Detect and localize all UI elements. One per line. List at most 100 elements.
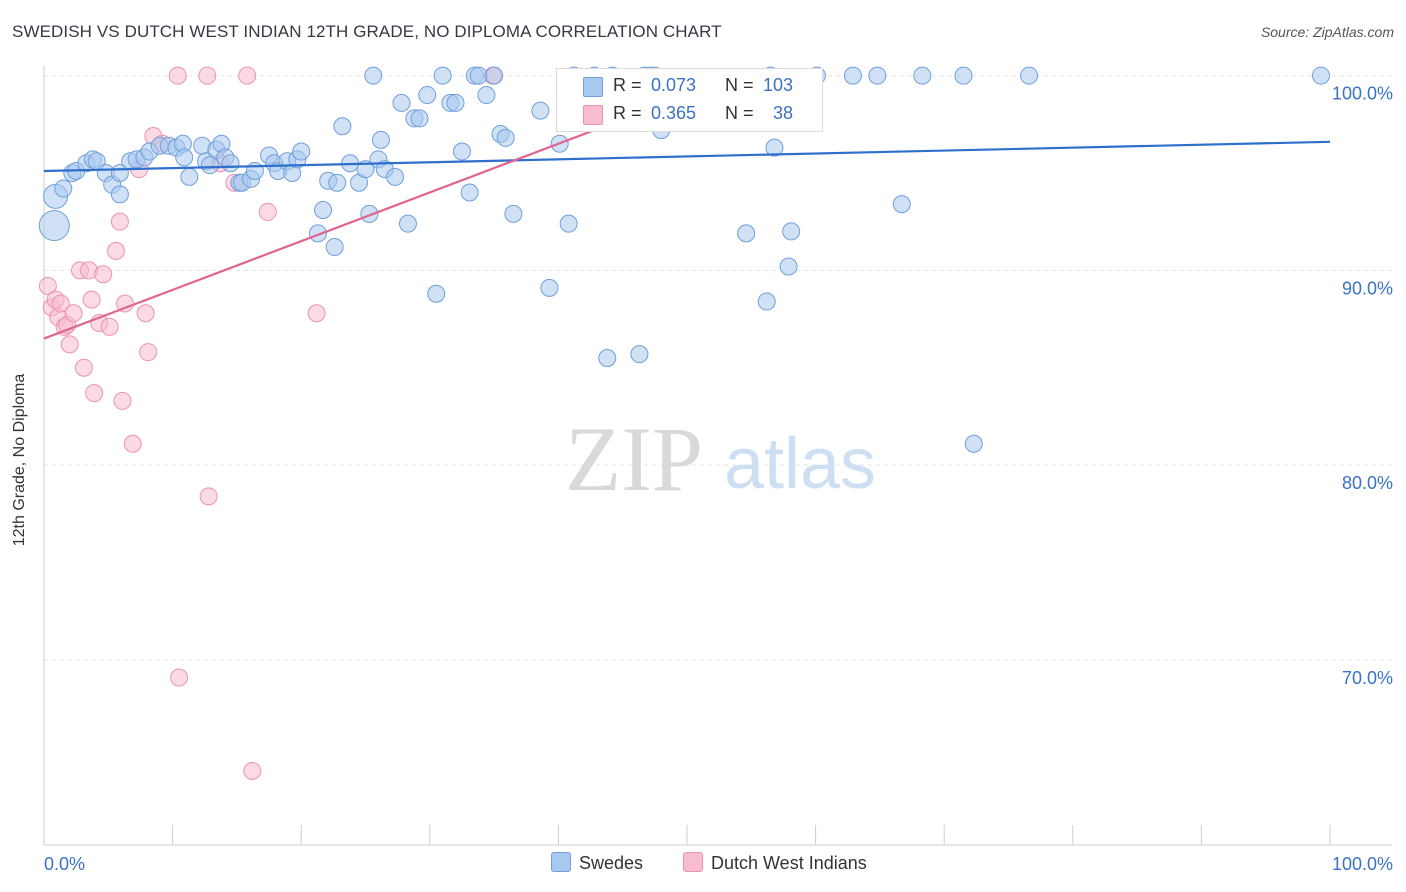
- point-dutch-west-indians: [110, 212, 129, 231]
- point-swedes: [446, 93, 465, 112]
- point-swedes: [221, 154, 240, 173]
- point-swedes: [180, 167, 199, 186]
- point-swedes: [954, 66, 973, 85]
- point-swedes: [364, 66, 383, 85]
- y-tick-labels: 100.0% 90.0% 80.0% 70.0%: [1332, 84, 1393, 688]
- point-swedes: [200, 156, 219, 175]
- point-dutch-west-indians: [258, 202, 277, 221]
- point-dutch-west-indians: [64, 304, 83, 323]
- dwi-swatch: [583, 105, 603, 125]
- point-swedes: [477, 86, 496, 105]
- y-axis-title: 12th Grade, No Diploma: [11, 373, 28, 547]
- legend-n-label: N =: [725, 75, 754, 95]
- point-dutch-west-indians: [74, 358, 93, 377]
- stats-legend: R = 0.073 N = 103 R = 0.365 N = 38: [556, 68, 823, 132]
- dwi-legend-swatch: [683, 852, 703, 872]
- watermark-atlas: atlas: [724, 424, 876, 504]
- point-swedes: [392, 93, 411, 112]
- point-dutch-west-indians: [139, 343, 158, 362]
- point-swedes: [292, 142, 311, 161]
- point-swedes: [779, 257, 798, 276]
- point-swedes: [504, 204, 523, 223]
- axes: [43, 66, 1392, 846]
- point-dutch-west-indians: [199, 487, 218, 506]
- point-swedes: [433, 66, 452, 85]
- point-swedes: [398, 214, 417, 233]
- point-dutch-west-indians: [60, 335, 79, 354]
- grid-lines: [44, 75, 1392, 661]
- y-tick-label: 80.0%: [1342, 473, 1393, 493]
- legend-r-value: 0.365: [651, 103, 697, 123]
- point-swedes: [328, 173, 347, 192]
- point-swedes: [333, 117, 352, 136]
- legend-item-dwi: Dutch West Indians: [683, 852, 867, 874]
- point-swedes: [410, 109, 429, 128]
- point-swedes: [452, 142, 471, 161]
- point-swedes: [485, 66, 504, 85]
- point-swedes: [598, 349, 617, 368]
- legend-r-label: R =: [613, 75, 642, 95]
- point-swedes: [913, 66, 932, 85]
- point-swedes: [1020, 66, 1039, 85]
- point-dutch-west-indians: [136, 304, 155, 323]
- legend-n-value: 38: [773, 103, 794, 123]
- swedes-swatch: [583, 77, 603, 97]
- legend-r-label: R =: [613, 103, 642, 123]
- x-tick-label-max: 100.0%: [1332, 854, 1393, 874]
- point-swedes: [418, 86, 437, 105]
- point-swedes: [540, 278, 559, 297]
- point-swedes: [386, 167, 405, 186]
- x-tick-labels: 0.0% 100.0%: [44, 854, 1393, 874]
- point-swedes: [868, 66, 887, 85]
- point-swedes: [38, 210, 70, 242]
- point-dutch-west-indians: [123, 434, 142, 453]
- point-swedes: [496, 128, 515, 147]
- point-dutch-west-indians: [170, 668, 189, 687]
- point-swedes: [110, 185, 129, 204]
- point-dutch-west-indians: [85, 384, 104, 403]
- point-dutch-west-indians: [100, 317, 119, 336]
- point-swedes: [964, 434, 983, 453]
- point-dutch-west-indians: [238, 66, 257, 85]
- legend-n-label: N =: [725, 103, 754, 123]
- y-tick-label: 70.0%: [1342, 668, 1393, 688]
- point-swedes: [460, 183, 479, 202]
- dwi-legend-label: Dutch West Indians: [711, 853, 867, 873]
- point-dutch-west-indians: [107, 241, 126, 260]
- watermark: ZIP atlas: [565, 408, 876, 510]
- point-dutch-west-indians: [51, 294, 70, 313]
- point-swedes: [175, 148, 194, 167]
- point-swedes: [371, 130, 390, 149]
- point-swedes: [757, 292, 776, 311]
- point-dutch-west-indians: [307, 304, 326, 323]
- point-dutch-west-indians: [38, 276, 57, 295]
- trendline-swedes: [43, 140, 1331, 173]
- point-swedes: [765, 138, 784, 157]
- swedes-legend-label: Swedes: [579, 853, 644, 873]
- y-tick-label: 100.0%: [1332, 84, 1393, 104]
- x-tick-label-min: 0.0%: [44, 854, 85, 874]
- point-swedes: [360, 204, 379, 223]
- legend-n-value: 103: [763, 75, 794, 95]
- point-dutch-west-indians: [243, 761, 262, 780]
- source-label: Source: ZipAtlas.com: [1260, 24, 1394, 40]
- point-swedes: [308, 224, 327, 243]
- point-swedes: [54, 179, 73, 198]
- y-tick-label: 90.0%: [1342, 278, 1393, 298]
- point-swedes: [559, 214, 578, 233]
- point-swedes: [531, 101, 550, 120]
- point-swedes: [427, 284, 446, 303]
- point-swedes: [737, 224, 756, 243]
- point-swedes: [630, 345, 649, 364]
- point-swedes: [469, 66, 488, 85]
- legend-r-value: 0.073: [651, 75, 697, 95]
- point-swedes: [314, 200, 333, 219]
- point-swedes: [782, 222, 801, 241]
- point-dutch-west-indians: [82, 290, 101, 309]
- watermark-zip: ZIP: [565, 408, 703, 510]
- point-dutch-west-indians: [94, 265, 113, 284]
- legend-item-swedes: Swedes: [551, 852, 643, 874]
- point-swedes: [843, 66, 862, 85]
- point-swedes: [325, 237, 344, 256]
